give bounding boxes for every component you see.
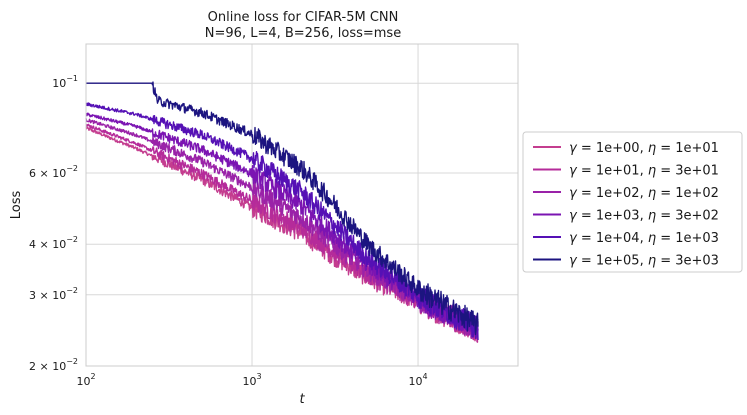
plot-area: 102 103 104 10−1 6 × 10−2 4 × 10−2 3 × 10−2 2 ×…: [29, 43, 519, 388]
legend-entry: γ = 1e+00, η = 1e+01: [569, 141, 719, 156]
legend-entry: γ = 1e+05, η = 3e+03: [569, 254, 719, 269]
legend-entry: γ = 1e+02, η = 1e+02: [569, 186, 719, 201]
legend-entry: γ = 1e+03, η = 3e+02: [569, 209, 719, 224]
series-line: [85, 81, 479, 336]
y-axis-label: Loss: [9, 191, 24, 220]
legend-entry: γ = 1e+01, η = 3e+01: [569, 164, 719, 179]
chart-title: Online loss for CIFAR-5M CNN: [208, 10, 399, 25]
y-tick-label: 2 × 10−2: [29, 357, 78, 373]
chart-subtitle: N=96, L=4, B=256, loss=mse: [205, 26, 401, 41]
y-tick-label: 4 × 10−2: [29, 235, 78, 251]
y-tick-label: 3 × 10−2: [29, 286, 78, 302]
x-tick-label: 103: [242, 372, 261, 388]
series-line: [85, 102, 479, 341]
x-tick-label: 102: [76, 372, 95, 388]
x-axis-label: t: [299, 392, 305, 407]
legend-box: [522, 131, 743, 273]
legend-entry: γ = 1e+04, η = 1e+03: [569, 231, 719, 246]
legend: γ = 1e+00, η = 1e+01 γ = 1e+01, η = 3e+01…: [522, 131, 743, 273]
plot-frame: [85, 43, 519, 367]
y-tick-label: 10−1: [52, 74, 78, 90]
y-tick-label: 6 × 10−2: [29, 164, 78, 180]
x-tick-label: 104: [408, 372, 427, 388]
